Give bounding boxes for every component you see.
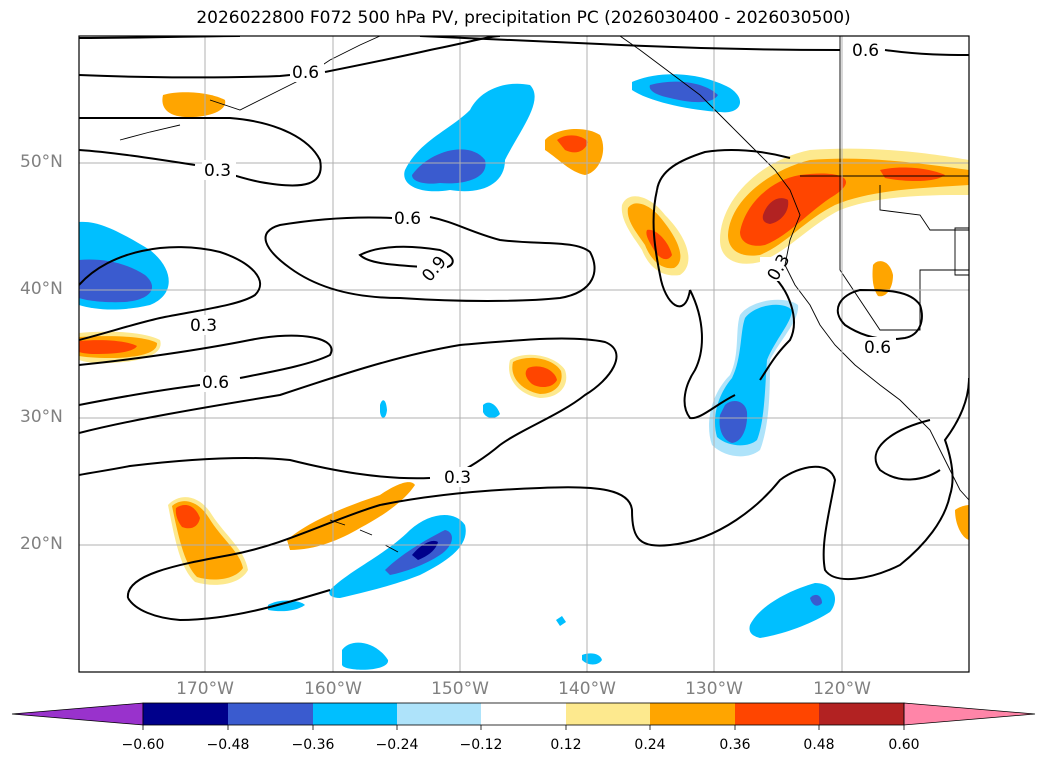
map-title: 2026022800 F072 500 hPa PV, precipitatio… <box>196 8 851 28</box>
colorbar-tick-label: −0.12 <box>459 737 503 753</box>
lon-label: 130°W <box>685 679 743 699</box>
contour-label: 0.6 <box>202 373 229 393</box>
contour-label: 0.3 <box>444 468 471 488</box>
lon-label: 120°W <box>813 679 871 699</box>
lat-label: 50°N <box>20 152 63 172</box>
lon-label: 170°W <box>176 679 234 699</box>
colorbar-tick-label: −0.36 <box>291 737 335 753</box>
lat-label: 30°N <box>20 407 63 427</box>
contour-label: 0.3 <box>190 316 217 336</box>
precip-shading <box>79 74 969 670</box>
contour-label: 0.6 <box>292 63 319 83</box>
lon-label: 150°W <box>431 679 489 699</box>
lon-label: 140°W <box>558 679 616 699</box>
colorbar-tick-label: −0.60 <box>121 737 165 753</box>
lon-label: 160°W <box>304 679 362 699</box>
graticule <box>79 36 969 672</box>
coastlines <box>119 36 969 553</box>
colorbar-tick-label: −0.24 <box>375 737 419 753</box>
colorbar <box>11 702 1036 730</box>
colorbar-tick-label: 0.60 <box>888 737 920 753</box>
colorbar-tick-label: 0.12 <box>550 737 582 753</box>
lat-label: 20°N <box>20 534 63 554</box>
colorbar-tick-label: −0.48 <box>206 737 250 753</box>
contour-label: 0.6 <box>394 209 421 229</box>
map-frame <box>78 35 970 673</box>
colorbar-tick-label: 0.24 <box>634 737 666 753</box>
contour-label: 0.3 <box>204 161 231 181</box>
lat-label: 40°N <box>20 279 63 299</box>
contour-label: 0.6 <box>852 41 879 61</box>
colorbar-tick-label: 0.48 <box>803 737 835 753</box>
colorbar-tick-label: 0.36 <box>719 737 751 753</box>
contour-label: 0.6 <box>864 338 891 358</box>
